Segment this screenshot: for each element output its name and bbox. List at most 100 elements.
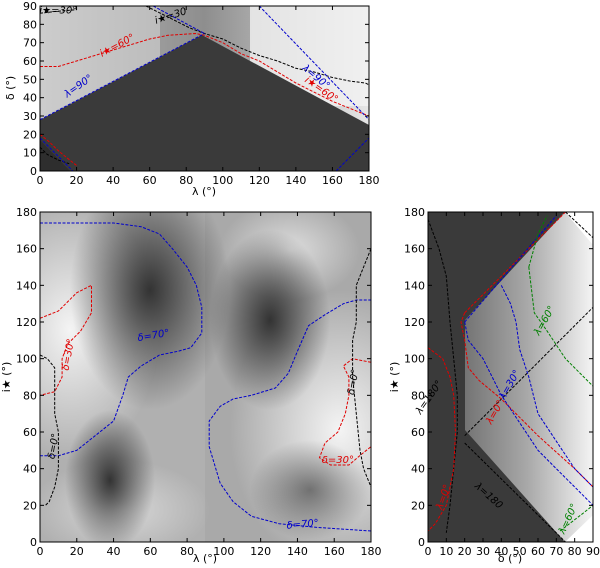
x-tick-label: 180 [361,545,382,558]
x-tick-label: 120 [250,545,271,558]
bottom-right-axes-frame [427,211,594,543]
contour-line-blue [40,137,74,171]
x-tick-label: 20 [70,174,84,187]
x-tick-label: 180 [359,174,380,187]
contour-label: δ=0° [346,368,361,395]
contour-line-black [40,354,59,506]
y-tick-label: 60 [23,426,37,439]
contour-line-black [428,219,458,533]
y-tick-label: 140 [404,279,425,292]
x-tick-label: 70 [549,545,563,558]
top-xlabel: λ (°) [192,185,216,198]
contour-line-blue [500,285,593,488]
contour-line-blue [464,215,557,323]
contour-label: δ=70° [286,518,319,532]
contour-line-red [464,212,566,314]
contour-line-green [559,504,593,532]
bottom-right-ylabel: i★ (°) [388,362,401,393]
x-tick-label: 0 [425,545,432,558]
x-tick-label: 50 [513,545,527,558]
x-tick-label: 10 [439,545,453,558]
contour-line-black [565,212,593,239]
y-tick-label: 100 [404,353,425,366]
contour-label: i★=30° [39,5,77,16]
y-tick-label: 180 [404,206,425,219]
x-tick-label: 120 [249,174,270,187]
contour-label: δ=0° [46,433,61,460]
x-tick-label: 60 [143,545,157,558]
bottom-left-ylabel: i★ (°) [0,362,13,393]
y-tick-label: 40 [23,463,37,476]
bottom-left-axes-frame [39,211,372,543]
y-tick-label: 90 [23,0,37,13]
y-tick-label: 40 [23,92,37,105]
bottom-right-contours [428,212,593,542]
y-tick-label: 20 [23,128,37,141]
x-tick-label: 30 [476,545,490,558]
y-tick-label: 10 [23,147,37,160]
contour-line-blue [335,137,369,171]
contour-line-green [528,266,593,387]
bottom-right-heatmap [428,212,593,542]
y-tick-label: 60 [23,55,37,68]
y-tick-label: 60 [411,426,425,439]
y-tick-label: 50 [23,73,37,86]
bottom-left-xlabel: λ (°) [193,552,217,565]
y-tick-label: 0 [30,165,37,178]
contour-line-red [40,133,77,166]
contour-line-blue [40,33,205,121]
y-tick-label: 20 [23,499,37,512]
contour-line-blue [464,321,593,506]
contour-line-red [460,312,593,488]
contour-line-red [40,32,369,117]
y-tick-label: 0 [418,536,425,549]
contour-line-red [428,347,457,532]
contour-line-black [145,6,369,86]
bottom-left-ticks: 0 20 40 60 80 100 120 140 160 180 0 20 40 60 80 100 120 1… [16,206,382,558]
x-tick-label: 80 [180,545,194,558]
y-tick-label: 180 [16,206,37,219]
contour-line-red [40,284,92,396]
bottom-left-contour-labels: δ=30°δ=70°δ=0°δ=0°δ=30°δ=70° [46,328,361,532]
y-tick-label: 70 [23,37,37,50]
bottom-left-contours [40,222,371,532]
y-tick-label: 120 [16,316,37,329]
x-tick-label: 140 [285,174,306,187]
y-tick-label: 40 [411,463,425,476]
y-tick-label: 120 [404,316,425,329]
bottom-left-heatmap [40,212,371,542]
contour-line-blue [241,6,369,121]
x-tick-label: 160 [324,545,345,558]
y-tick-label: 30 [23,110,37,123]
x-tick-label: 0 [37,545,44,558]
contour-line-blue [40,222,203,457]
contour-label: δ=30° [322,455,354,466]
y-tick-label: 80 [411,389,425,402]
x-tick-label: 160 [322,174,343,187]
x-tick-label: 90 [586,545,600,558]
x-tick-label: 100 [212,174,233,187]
x-tick-label: 20 [458,545,472,558]
top-panel: i★=30° i★=30i★=60°λ=90° λ=90°i★=60° 0 20 40 6… [4,0,380,198]
x-tick-label: 40 [106,174,120,187]
top-ticks: 0 20 40 60 80 100 120 140 160 180 0 10 20 30 40 50 60 70 8… [23,0,380,187]
y-tick-label: 20 [411,499,425,512]
top-ylabel: δ (°) [4,76,17,100]
contour-line-green [528,215,548,268]
top-contours [40,6,369,171]
x-tick-label: 60 [531,545,545,558]
contour-line-blue [153,6,205,34]
x-tick-label: 20 [70,545,84,558]
y-tick-label: 140 [16,279,37,292]
y-tick-label: 0 [30,536,37,549]
bottom-right-ticks: 0 10 20 30 40 50 60 70 80 90 0 20 40 60 80 100 120 140 160… [404,206,600,558]
y-tick-label: 80 [23,18,37,31]
y-tick-label: 160 [404,243,425,256]
x-tick-label: 40 [107,545,121,558]
x-tick-label: 80 [179,174,193,187]
contour-line-black [464,442,566,542]
bottom-left-panel: δ=30°δ=70°δ=0°δ=0°δ=30°δ=70° 0 20 40 60 80 10… [0,206,382,565]
x-tick-label: 0 [37,174,44,187]
